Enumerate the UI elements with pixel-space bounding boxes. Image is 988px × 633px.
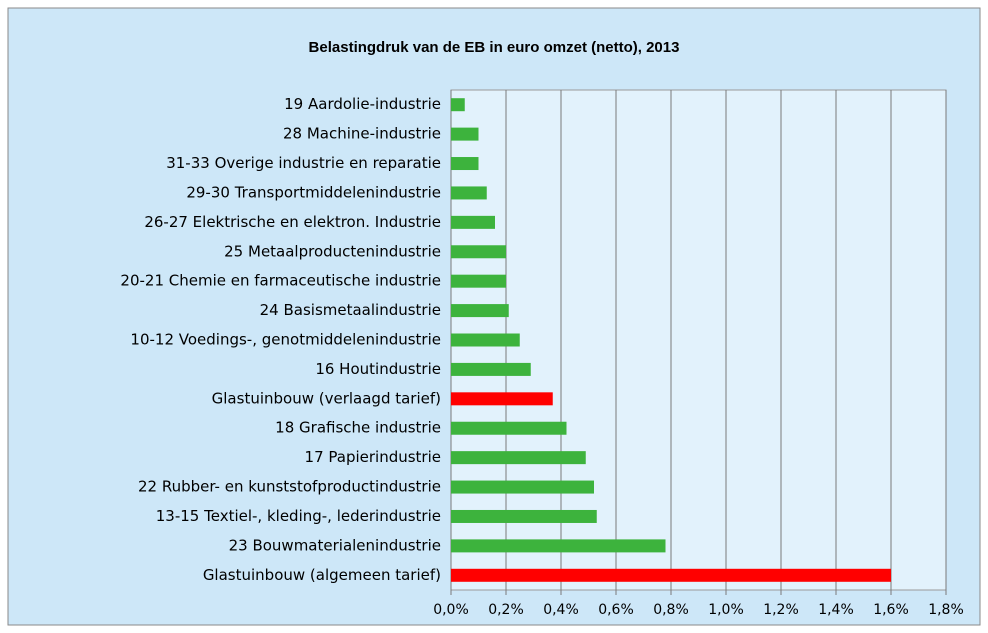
x-tick-label: 1,8% [928,602,964,618]
bar [451,451,586,465]
x-tick-label: 1,4% [818,602,854,618]
bar [451,215,495,229]
y-tick-label: 20-21 Chemie en farmaceutische industrie [120,272,441,290]
bar [451,245,506,259]
bar [451,98,465,112]
y-tick-label: 16 Houtindustrie [315,360,441,378]
bar [451,362,531,376]
bar [451,304,509,318]
bar [451,509,597,523]
y-tick-label: 24 Basismetaalindustrie [260,301,441,319]
chart-title: Belastingdruk van de EB in euro omzet (n… [309,39,680,56]
bar [451,274,506,288]
y-tick-label: 28 Machine-industrie [283,125,441,143]
x-tick-label: 0,4% [543,602,579,618]
x-tick-label: 0,2% [488,602,524,618]
bar [451,568,891,582]
bar [451,127,479,141]
y-tick-label: Glastuinbouw (algemeen tarief) [203,566,441,584]
y-tick-label: 23 Bouwmaterialenindustrie [229,536,441,554]
bar [451,421,567,435]
x-tick-label: 0,0% [433,602,469,618]
x-tick-label: 0,8% [653,602,689,618]
x-tick-label: 1,0% [708,602,744,618]
bar [451,333,520,347]
y-tick-label: 10-12 Voedings-, genotmiddelenindustrie [130,331,441,349]
y-tick-label: 22 Rubber- en kunststofproductindustrie [138,478,441,496]
y-tick-label: 19 Aardolie-industrie [284,95,441,113]
x-tick-label: 1,2% [763,602,799,618]
bar [451,186,487,200]
y-tick-label: 29-30 Transportmiddelenindustrie [186,183,441,201]
y-tick-label: 26-27 Elektrische en elektron. Industrie [144,213,441,231]
bar [451,157,479,171]
plot-area [450,89,947,591]
y-tick-label: 31-33 Overige industrie en reparatie [166,154,441,172]
y-tick-label: 25 Metaalproductenindustrie [224,242,441,260]
x-tick-label: 1,6% [873,602,909,618]
y-tick-label: 17 Papierindustrie [305,448,441,466]
y-tick-label: 13-15 Textiel-, kleding-, lederindustrie [156,507,441,525]
y-tick-label: Glastuinbouw (verlaagd tarief) [212,389,441,407]
y-tick-label: 18 Grafische industrie [275,419,441,437]
bar [451,539,666,553]
bar [451,392,553,406]
x-tick-label: 0,6% [598,602,634,618]
bar [451,480,594,494]
